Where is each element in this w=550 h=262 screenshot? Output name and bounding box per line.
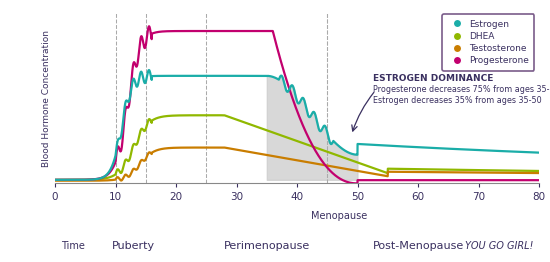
Y-axis label: Blood Hormone Concentration: Blood Hormone Concentration (42, 30, 51, 167)
Text: Post-Menopause: Post-Menopause (372, 241, 464, 251)
Text: YOU GO GIRL!: YOU GO GIRL! (465, 241, 533, 251)
Text: Menopause: Menopause (311, 211, 367, 221)
Legend: Estrogen, DHEA, Testosterone, Progesterone: Estrogen, DHEA, Testosterone, Progestero… (442, 14, 535, 70)
Text: Perimenopause: Perimenopause (224, 241, 310, 251)
Text: Puberty: Puberty (112, 241, 155, 251)
Text: Estrogen decreases 35% from ages 35-50: Estrogen decreases 35% from ages 35-50 (373, 96, 541, 105)
Text: Progesterone decreases 75% from ages 35-50: Progesterone decreases 75% from ages 35-… (373, 85, 550, 94)
Text: Time: Time (61, 241, 85, 251)
Text: ESTROGEN DOMINANCE: ESTROGEN DOMINANCE (373, 74, 493, 83)
